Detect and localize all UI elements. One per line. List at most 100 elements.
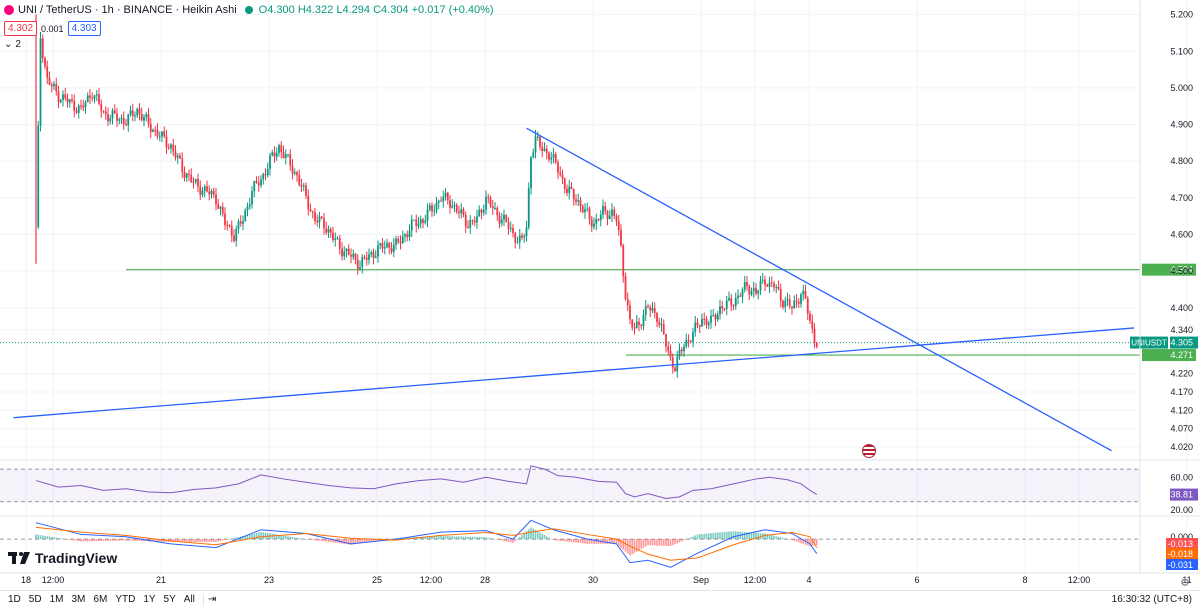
candle-body	[59, 99, 62, 103]
range-5y[interactable]: 5Y	[163, 594, 176, 605]
macd-histogram-bar	[174, 539, 177, 542]
candle-body	[647, 306, 649, 308]
macd-histogram-bar	[570, 539, 573, 543]
candle-body	[266, 168, 269, 176]
macd-histogram-bar	[581, 539, 584, 544]
macd-histogram-bar	[77, 539, 80, 542]
macd-histogram-bar	[374, 539, 377, 542]
candle-body	[435, 202, 438, 211]
candle-body	[388, 242, 391, 248]
macd-histogram-bar	[584, 539, 586, 544]
range-5d[interactable]: 5D	[28, 594, 42, 605]
range-1d[interactable]: 1D	[8, 594, 21, 605]
macd-histogram-bar	[532, 528, 535, 540]
candle-body	[100, 103, 103, 112]
macd-histogram-bar	[660, 539, 663, 546]
candle-body	[782, 300, 784, 308]
candle-body	[516, 242, 519, 244]
candle-body	[476, 216, 478, 223]
candle-body	[485, 196, 487, 210]
macd-histogram-bar	[392, 538, 395, 540]
macd-histogram-bar	[154, 539, 157, 542]
macd-histogram-bar	[703, 533, 706, 540]
candle-body	[242, 221, 244, 224]
candle-body	[530, 157, 532, 189]
ohlc-values: O4.300 H4.322 L4.294 C4.304 +0.017 (+0.4…	[259, 4, 494, 16]
candle-body	[626, 298, 629, 306]
macd-histogram-bar	[716, 532, 719, 540]
high-value: H4.322	[297, 4, 334, 16]
range-1m[interactable]: 1M	[49, 594, 64, 605]
candle-body	[453, 204, 456, 206]
candle-body	[509, 228, 512, 230]
clock[interactable]: 16:30:32 (UTC+8)	[1111, 594, 1192, 605]
candle-body	[442, 196, 445, 202]
candle-body	[631, 319, 634, 328]
range-6m[interactable]: 6M	[93, 594, 108, 605]
candle-body	[473, 220, 476, 223]
support-label: 4.271	[1170, 350, 1193, 360]
candle-body	[689, 340, 692, 342]
macd-histogram-bar	[541, 533, 544, 540]
candle-body	[350, 254, 352, 257]
buy-button[interactable]: 4.303	[67, 21, 101, 36]
candle-body	[694, 322, 697, 332]
macd-histogram-bar	[669, 539, 672, 547]
us-flag-icon[interactable]	[862, 444, 876, 458]
candle-body	[116, 113, 118, 121]
candle-body	[460, 209, 463, 214]
range-ytd[interactable]: YTD	[115, 594, 136, 605]
candle-body	[775, 286, 778, 288]
macd-histogram-bar	[620, 539, 622, 548]
candle-body	[300, 184, 303, 187]
time-tick: 12:00	[1068, 575, 1091, 585]
candle-body	[221, 206, 224, 214]
macd-histogram-bar	[595, 539, 598, 544]
candle-body	[93, 95, 96, 99]
range-1y[interactable]: 1Y	[143, 594, 156, 605]
macd-histogram-bar	[759, 533, 762, 540]
symbol-title[interactable]: UNI / TetherUS · 1h · BINANCE · Heikin A…	[18, 4, 237, 16]
candle-body	[395, 238, 397, 245]
macd-histogram-bar	[104, 539, 107, 541]
macd-histogram-bar	[347, 539, 350, 545]
candle-body	[755, 288, 757, 294]
macd-line	[35, 519, 818, 568]
macd-histogram-bar	[161, 539, 163, 542]
candle-body	[557, 162, 559, 173]
indicators-toggle[interactable]: ⌄ 2	[4, 39, 21, 50]
macd-histogram-bar	[721, 532, 724, 540]
candle-body	[224, 213, 226, 225]
macd-histogram-bar	[203, 539, 206, 542]
time-tick: 25	[372, 575, 382, 585]
range-all[interactable]: All	[183, 594, 195, 605]
macd-histogram-bar	[505, 539, 508, 542]
price-tick: 4.800	[1170, 156, 1193, 166]
macd-histogram-bar	[696, 534, 699, 540]
date-range-icon[interactable]: ⇥	[207, 594, 217, 605]
candle-body	[532, 152, 535, 158]
macd-histogram-bar	[406, 537, 409, 540]
macd-histogram-bar	[701, 534, 703, 540]
candle-body	[795, 300, 798, 302]
tradingview-logo[interactable]: TradingView	[8, 550, 117, 566]
candle-body	[730, 298, 733, 306]
candle-body	[131, 110, 134, 117]
sell-button[interactable]: 4.302	[4, 21, 38, 36]
macd-histogram-bar	[575, 539, 577, 543]
macd-histogram-bar	[485, 537, 487, 540]
candle-body	[255, 181, 258, 183]
candle-body	[431, 205, 433, 212]
macd-histogram-bar	[289, 536, 292, 540]
candle-body	[48, 77, 51, 85]
candle-body	[496, 207, 499, 216]
candle-body	[122, 117, 125, 125]
candle-body	[332, 232, 334, 240]
macd-histogram-bar	[705, 533, 708, 540]
macd-histogram-bar	[352, 539, 355, 545]
range-3m[interactable]: 3M	[71, 594, 86, 605]
candle-body	[725, 300, 728, 309]
gear-icon[interactable]: ⚙	[1180, 577, 1190, 589]
